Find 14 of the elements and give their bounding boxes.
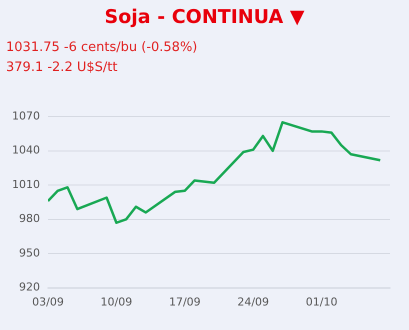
x-tick-label: 17/09 [168,295,201,308]
y-tick-label: 920 [18,280,40,294]
y-tick-label: 980 [18,212,40,226]
y-tick-label: 950 [18,246,40,260]
y-tick-label: 1040 [12,144,40,157]
x-tick-label: 24/09 [237,295,270,308]
x-tick-label: 03/09 [32,295,64,308]
chart-subtitle: 1031.75 -6 cents/bu (-0.58%) [6,39,198,57]
x-tick-label: 10/09 [100,295,132,308]
y-tick-label: 1070 [12,109,40,122]
x-tick-label: 01/10 [306,295,338,308]
text: 379.1 -2.2 U$S/tt [6,59,118,77]
chart-title: Soja - CONTINUA ▼ [104,5,306,30]
y-tick-label: 1010 [12,178,40,191]
